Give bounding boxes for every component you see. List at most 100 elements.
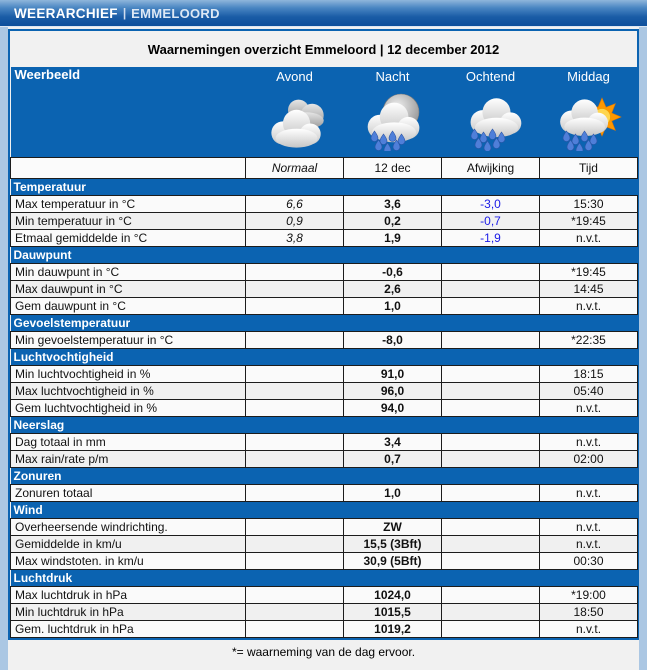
afwijking-value: -3,0: [441, 194, 540, 213]
tijd-value: n.v.t.: [539, 432, 638, 451]
period-cell: Avond: [245, 67, 344, 157]
tijd-value: 15:30: [539, 194, 638, 213]
section-header-label: Wind: [10, 500, 638, 519]
day-value: 3,6: [343, 194, 442, 213]
tijd-value: n.v.t.: [539, 296, 638, 315]
tijd-value: n.v.t.: [539, 398, 638, 417]
row-label: Max rain/rate p/m: [10, 449, 246, 468]
row-label: Max temperatuur in °C: [10, 194, 246, 213]
afwijking-value: [441, 398, 540, 417]
day-value: 1,9: [343, 228, 442, 247]
table-row: Max luchtvochtigheid in % 96,0 05:40: [10, 381, 638, 400]
row-label: Min luchtvochtigheid in %: [10, 364, 246, 383]
row-label: Max dauwpunt in °C: [10, 279, 246, 298]
section-header-label: Gevoelstemperatuur: [10, 313, 638, 332]
day-value: 94,0: [343, 398, 442, 417]
table-row: Gem dauwpunt in °C 1,0 n.v.t.: [10, 296, 638, 315]
location-title: EMMELOORD: [131, 5, 220, 21]
day-value: -8,0: [343, 330, 442, 349]
subheader-empty-cell: [10, 156, 246, 179]
row-label: Zonuren totaal: [10, 483, 246, 502]
normaal-value: [245, 296, 344, 315]
row-label: Min temperatuur in °C: [10, 211, 246, 230]
table-row: Max rain/rate p/m 0,7 02:00: [10, 449, 638, 468]
period-label: Nacht: [375, 69, 410, 84]
afwijking-value: [441, 330, 540, 349]
section-header-label: Luchtdruk: [10, 568, 638, 587]
tijd-value: *19:45: [539, 262, 638, 281]
tijd-value: 18:15: [539, 364, 638, 383]
afwijking-value: [441, 381, 540, 400]
weerbeeld-row: Weerbeeld Avond Nacht Ochtend Middag: [10, 67, 638, 157]
header-bar: WEERARCHIEF | EMMELOORD: [0, 0, 647, 27]
table-row: Zonuren totaal 1,0 n.v.t.: [10, 483, 638, 502]
afwijking-value: [441, 432, 540, 451]
day-value: 30,9 (5Bft): [343, 551, 442, 570]
day-value: 1,0: [343, 296, 442, 315]
tijd-value: *19:00: [539, 585, 638, 604]
row-label: Gem luchtvochtigheid in %: [10, 398, 246, 417]
afwijking-value: [441, 517, 540, 536]
normaal-value: [245, 551, 344, 570]
tijd-value: 02:00: [539, 449, 638, 468]
afwijking-value: -1,9: [441, 228, 540, 247]
table-body: Weerbeeld Avond Nacht Ochtend Middag Nor…: [10, 67, 638, 638]
row-label: Max luchtdruk in hPa: [10, 585, 246, 604]
normaal-value: [245, 364, 344, 383]
section-header-row: Luchtdruk: [10, 568, 638, 587]
table-row: Max luchtdruk in hPa 1024,0 *19:00: [10, 585, 638, 604]
footnote: *= waarneming van de dag ervoor.: [8, 639, 639, 659]
normaal-value: [245, 534, 344, 553]
column-header: Tijd: [539, 156, 638, 179]
row-label: Gemiddelde in km/u: [10, 534, 246, 553]
site-title: WEERARCHIEF: [14, 5, 118, 21]
content-panel: Waarnemingen overzicht Emmeloord | 12 de…: [8, 27, 639, 670]
section-header-row: Gevoelstemperatuur: [10, 313, 638, 332]
tijd-value: *19:45: [539, 211, 638, 230]
afwijking-value: [441, 483, 540, 502]
tijd-value: n.v.t.: [539, 619, 638, 638]
day-value: 0,2: [343, 211, 442, 230]
normaal-value: [245, 398, 344, 417]
afwijking-value: [441, 602, 540, 621]
afwijking-value: [441, 296, 540, 315]
afwijking-value: [441, 279, 540, 298]
afwijking-value: [441, 449, 540, 468]
day-value: 3,4: [343, 432, 442, 451]
row-label: Dag totaal in mm: [10, 432, 246, 451]
table-row: Gem luchtvochtigheid in % 94,0 n.v.t.: [10, 398, 638, 417]
normaal-value: [245, 432, 344, 451]
section-header-label: Zonuren: [10, 466, 638, 485]
weerbeeld-label: Weerbeeld: [10, 67, 246, 157]
row-label: Max luchtvochtigheid in %: [10, 381, 246, 400]
tijd-value: n.v.t.: [539, 483, 638, 502]
period-label: Middag: [567, 69, 610, 84]
period-cell: Nacht: [343, 67, 442, 157]
normaal-value: [245, 483, 344, 502]
tijd-value: n.v.t.: [539, 517, 638, 536]
tijd-value: 00:30: [539, 551, 638, 570]
cloudy-icon: [248, 85, 342, 151]
period-cell: Ochtend: [441, 67, 540, 157]
normaal-value: [245, 449, 344, 468]
row-label: Min luchtdruk in hPa: [10, 602, 246, 621]
period-cell: Middag: [539, 67, 638, 157]
normaal-value: [245, 602, 344, 621]
afwijking-value: [441, 551, 540, 570]
table-row: Max dauwpunt in °C 2,6 14:45: [10, 279, 638, 298]
table-row: Max temperatuur in °C 6,6 3,6 -3,0 15:30: [10, 194, 638, 213]
day-value: 15,5 (3Bft): [343, 534, 442, 553]
afwijking-value: [441, 364, 540, 383]
row-label: Etmaal gemiddelde in °C: [10, 228, 246, 247]
tijd-value: *22:35: [539, 330, 638, 349]
row-label: Gem dauwpunt in °C: [10, 296, 246, 315]
title-separator: |: [122, 6, 127, 20]
tijd-value: n.v.t.: [539, 534, 638, 553]
section-header-row: Wind: [10, 500, 638, 519]
row-label: Min dauwpunt in °C: [10, 262, 246, 281]
day-value: 2,6: [343, 279, 442, 298]
normaal-value: [245, 279, 344, 298]
tijd-value: 18:50: [539, 602, 638, 621]
section-header-label: Luchtvochtigheid: [10, 347, 638, 366]
row-label: Min gevoelstemperatuur in °C: [10, 330, 246, 349]
